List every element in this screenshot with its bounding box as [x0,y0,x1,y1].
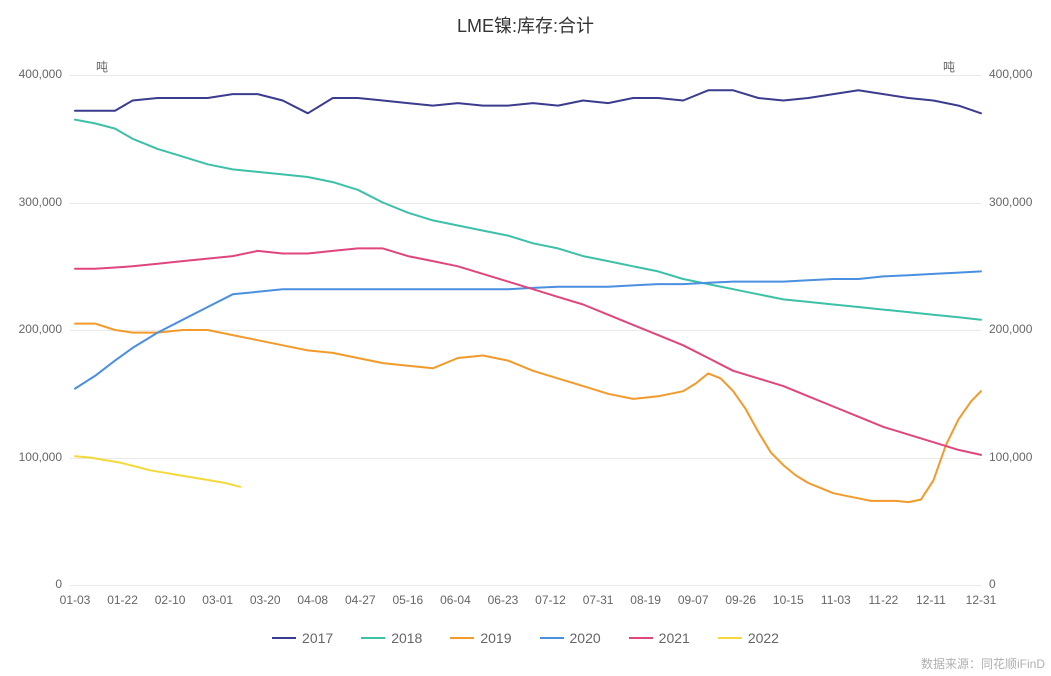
y-tick-right-label: 300,000 [989,195,1032,209]
legend-label: 2021 [659,630,690,646]
series-line-2017 [75,90,981,113]
legend-label: 2017 [302,630,333,646]
legend-swatch [361,637,385,639]
legend-item-2019[interactable]: 2019 [450,630,511,646]
x-tick-label: 01-03 [60,593,91,607]
y-axis-unit-right: 吨 [943,58,955,75]
chart-source: 数据来源：同花顺iFinD [921,655,1045,672]
legend-item-2021[interactable]: 2021 [629,630,690,646]
x-tick-label: 07-12 [535,593,566,607]
y-tick-left-label: 0 [55,577,62,591]
y-tick-left-label: 100,000 [19,450,62,464]
grid-line [70,585,981,586]
x-tick-label: 06-23 [488,593,519,607]
y-tick-right-label: 100,000 [989,450,1032,464]
x-tick-label: 02-10 [155,593,186,607]
chart-container: LME镍:库存:合计 吨 吨 0 100,000 200,000 300,000 400… [0,0,1051,676]
x-tick-label: 07-31 [583,593,614,607]
x-tick-label: 11-22 [868,593,898,607]
y-tick-right-label: 0 [989,577,996,591]
x-tick-label: 09-26 [725,593,756,607]
chart-plot-area [70,75,981,585]
x-tick-label: 06-04 [440,593,471,607]
x-tick-label: 05-16 [393,593,424,607]
y-tick-right-label: 200,000 [989,322,1032,336]
x-tick-label: 12-11 [916,593,946,607]
x-tick-label: 03-20 [250,593,281,607]
chart-title: LME镍:库存:合计 [0,12,1051,38]
legend-swatch [272,637,296,639]
y-axis-unit-left: 吨 [96,58,108,75]
y-tick-left-label: 400,000 [19,67,62,81]
legend-label: 2020 [570,630,601,646]
chart-legend: 2017 2018 2019 2020 2021 2022 [0,626,1051,646]
x-tick-label: 03-01 [202,593,233,607]
legend-swatch [629,637,653,639]
legend-swatch [540,637,564,639]
legend-swatch [450,637,474,639]
series-line-2019 [75,324,981,503]
legend-label: 2018 [391,630,422,646]
series-line-2018 [75,120,981,320]
series-line-2022 [75,456,240,487]
x-tick-label: 01-22 [107,593,138,607]
x-tick-label: 10-15 [773,593,804,607]
x-tick-label: 11-03 [821,593,851,607]
x-tick-label: 04-08 [297,593,328,607]
y-tick-left-label: 200,000 [19,322,62,336]
x-tick-label: 08-19 [630,593,661,607]
y-tick-left-label: 300,000 [19,195,62,209]
x-tick-label: 12-31 [966,593,997,607]
legend-item-2017[interactable]: 2017 [272,630,333,646]
legend-item-2022[interactable]: 2022 [718,630,779,646]
x-tick-label: 04-27 [345,593,376,607]
legend-label: 2022 [748,630,779,646]
legend-item-2020[interactable]: 2020 [540,630,601,646]
x-tick-label: 09-07 [678,593,709,607]
legend-label: 2019 [480,630,511,646]
legend-swatch [718,637,742,639]
legend-item-2018[interactable]: 2018 [361,630,422,646]
y-tick-right-label: 400,000 [989,67,1032,81]
